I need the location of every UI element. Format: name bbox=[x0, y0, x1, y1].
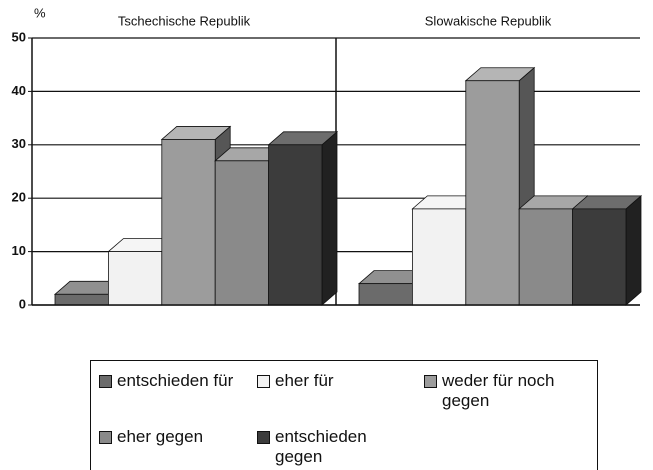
legend-swatch bbox=[257, 375, 270, 388]
bar bbox=[571, 195, 643, 306]
legend-label: weder für noch gegen bbox=[442, 371, 555, 410]
bar-front bbox=[358, 283, 413, 306]
bar bbox=[267, 130, 339, 306]
bar-side bbox=[321, 130, 338, 306]
bar-front bbox=[572, 208, 627, 306]
bar bbox=[464, 66, 536, 306]
y-tick-label: 10 bbox=[12, 243, 26, 258]
legend-label: entschieden für bbox=[117, 371, 234, 390]
y-tick-label: 0 bbox=[19, 296, 26, 311]
bar-front bbox=[108, 251, 163, 306]
legend-entry: eher für bbox=[257, 371, 407, 391]
y-tick-label: 50 bbox=[12, 29, 26, 44]
y-tick-label: 40 bbox=[12, 83, 26, 98]
legend-entry: weder für noch gegen bbox=[424, 371, 594, 411]
legend-swatch bbox=[99, 431, 112, 444]
plot: % 0 10 20 30 40 50 Tschechische Republik Slowak… bbox=[12, 5, 643, 311]
legend-label: eher für bbox=[275, 371, 334, 390]
bar-front bbox=[411, 208, 467, 306]
legend-swatch bbox=[424, 375, 437, 388]
legend-label: entschieden gegen bbox=[275, 427, 367, 466]
y-axis-label: % bbox=[34, 5, 46, 20]
bar-front bbox=[54, 293, 109, 306]
legend-entry: entschieden für bbox=[99, 371, 249, 391]
group-label: Tschechische Republik bbox=[118, 13, 251, 28]
legend: entschieden für eher für weder für noch ge… bbox=[90, 360, 598, 470]
legend-label: eher gegen bbox=[117, 427, 204, 446]
bar-front bbox=[214, 160, 269, 306]
bar-front bbox=[268, 144, 323, 306]
y-tick-label: 20 bbox=[12, 190, 26, 205]
legend-swatch bbox=[257, 431, 270, 444]
legend-swatch bbox=[99, 375, 112, 388]
bar-front bbox=[518, 208, 574, 306]
bar-front bbox=[465, 80, 520, 306]
bar-front bbox=[161, 139, 216, 306]
group-label: Slowakische Republik bbox=[425, 13, 552, 28]
legend-entry: eher gegen bbox=[99, 427, 249, 447]
bar-side bbox=[625, 195, 642, 306]
legend-entry: entschieden gegen bbox=[257, 427, 387, 467]
y-tick-label: 30 bbox=[12, 136, 26, 151]
